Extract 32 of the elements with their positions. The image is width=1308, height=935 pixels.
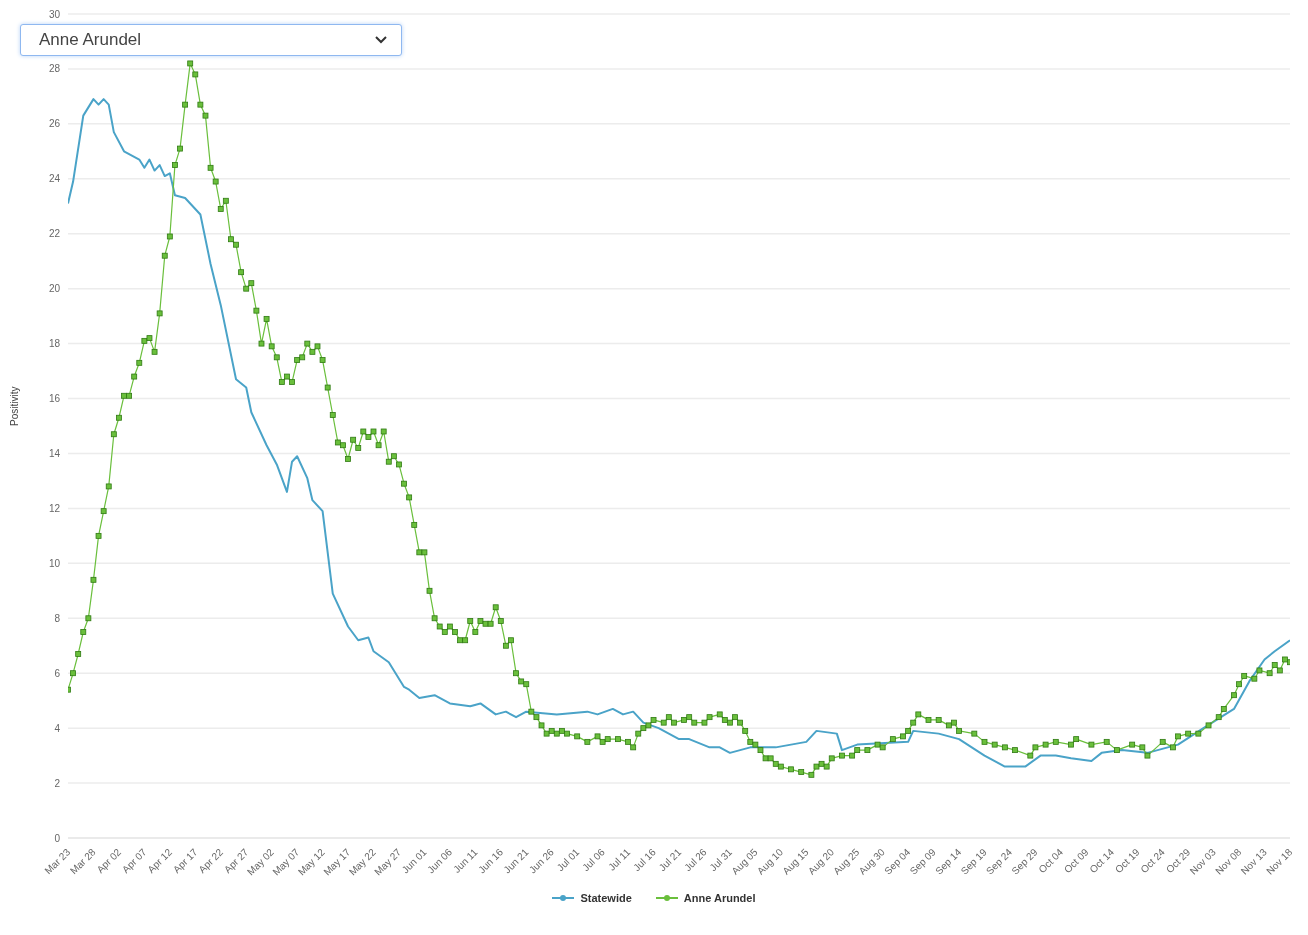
annotation: Anne Arundel: [39, 30, 142, 50]
x-tick-label: Oct 04: [1036, 846, 1066, 876]
legend-label: Anne Arundel: [683, 892, 756, 904]
y-tick-label: 24: [48, 173, 61, 185]
x-tick-label: Oct 14: [1087, 846, 1117, 876]
dropdown-field: Anne Arundel: [20, 24, 402, 56]
y-tick-label: 2: [54, 777, 61, 789]
y-tick-label: 12: [48, 502, 61, 514]
y-tick-label: 18: [48, 338, 61, 350]
x-tick-label: Jun 01: [399, 846, 429, 876]
y-tick-label: 16: [48, 393, 61, 405]
y-tick-label: 20: [48, 283, 61, 295]
x-tick-label: Jul 16: [631, 846, 659, 874]
x-tick-label: Jul 01: [554, 846, 582, 874]
y-tick-label: 6: [54, 667, 61, 679]
x-tick-label: Jul 21: [656, 846, 684, 874]
y-tick-label: 26: [48, 118, 61, 130]
y-tick-label: 4: [54, 722, 61, 734]
y-tick-label: 22: [48, 228, 61, 240]
x-tick-label: Jul 06: [580, 846, 608, 874]
x-tick-label: Oct 24: [1138, 846, 1168, 876]
x-tick-label: Jul 26: [682, 846, 710, 874]
y-tick-label: 8: [54, 612, 61, 624]
y-tick-label: 14: [48, 448, 61, 460]
legend-label: Statewide: [580, 892, 632, 904]
x-tick-label: Jul 11: [606, 846, 633, 873]
y-tick-label: 30: [48, 8, 61, 20]
y-tick-label: 10: [48, 557, 61, 569]
y-axis-title: Positivity: [8, 386, 20, 426]
y-tick-label: 0: [54, 832, 61, 844]
y-tick-label: 28: [48, 63, 61, 75]
x-tick-label: Jun 11: [451, 846, 480, 875]
